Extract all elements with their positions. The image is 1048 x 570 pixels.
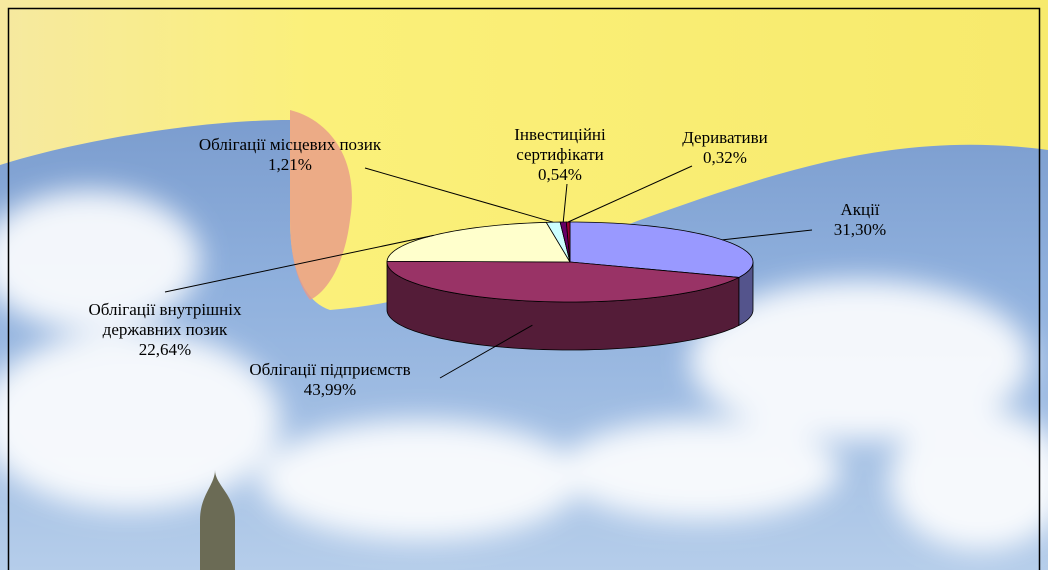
pie bbox=[387, 222, 753, 350]
value-label: 43,99% bbox=[210, 380, 450, 400]
value-label: 1,21% bbox=[193, 155, 388, 175]
category-label: Інвестиційні сертифікати bbox=[505, 125, 615, 165]
category-label: Облігації внутрішніх державних позик bbox=[60, 300, 270, 340]
category-label: Облігації підприємств bbox=[210, 360, 450, 380]
value-label: 22,64% bbox=[60, 340, 270, 360]
page: Акції31,30%Облігації підприємств43,99%Об… bbox=[0, 0, 1048, 570]
chart bbox=[0, 0, 1048, 570]
category-label: Деривативи bbox=[665, 128, 785, 148]
value-label: 31,30% bbox=[810, 220, 910, 240]
value-label: 0,54% bbox=[505, 165, 615, 185]
category-label: Облігації місцевих позик bbox=[193, 135, 388, 155]
category-label: Акції bbox=[810, 200, 910, 220]
value-label: 0,32% bbox=[665, 148, 785, 168]
